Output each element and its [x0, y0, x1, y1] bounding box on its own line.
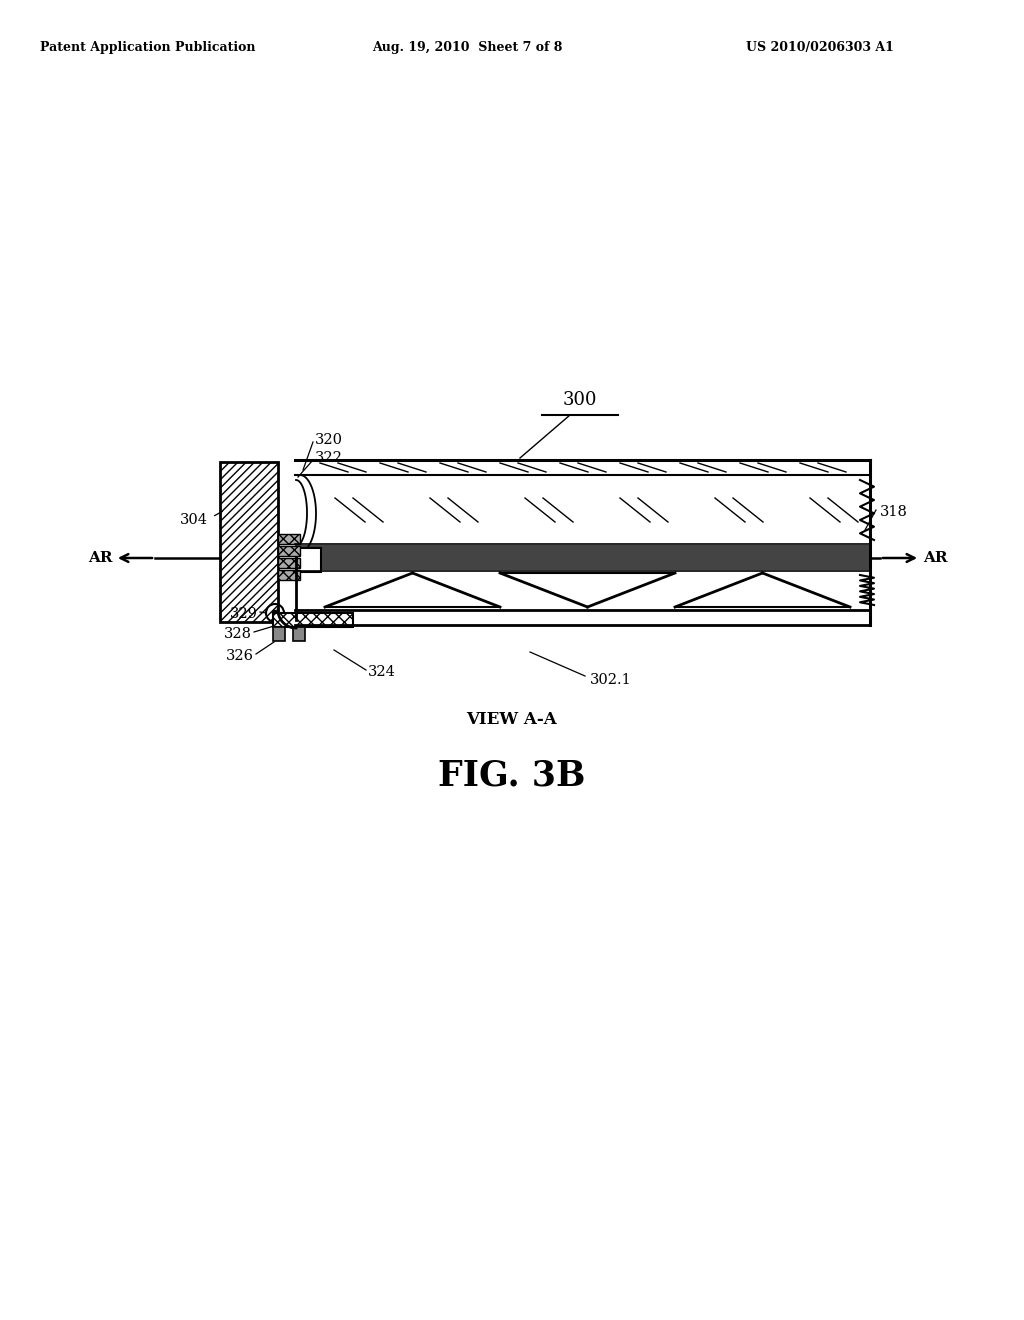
Text: AR: AR: [923, 550, 947, 565]
Text: 322: 322: [315, 451, 343, 465]
Bar: [278, 546, 300, 556]
Text: Aug. 19, 2010  Sheet 7 of 8: Aug. 19, 2010 Sheet 7 of 8: [372, 41, 562, 54]
Bar: [278, 558, 300, 568]
Text: VIEW A-A: VIEW A-A: [467, 711, 557, 729]
Text: US 2010/0206303 A1: US 2010/0206303 A1: [746, 41, 894, 54]
Text: AR: AR: [88, 550, 113, 565]
Bar: [293, 627, 305, 642]
Bar: [273, 612, 353, 627]
Text: 304: 304: [180, 513, 208, 527]
Text: 328: 328: [224, 627, 252, 642]
Text: 300: 300: [563, 391, 597, 409]
Bar: [278, 570, 300, 579]
Text: 302.1: 302.1: [590, 673, 632, 686]
Text: FIG. 3B: FIG. 3B: [438, 758, 586, 792]
Bar: [278, 535, 300, 544]
Text: 326: 326: [226, 649, 254, 663]
Text: 318: 318: [880, 506, 908, 519]
Bar: [220, 462, 278, 622]
Bar: [273, 627, 285, 642]
Circle shape: [272, 610, 278, 615]
Bar: [295, 545, 870, 570]
Text: 320: 320: [315, 433, 343, 447]
Text: 324: 324: [368, 665, 396, 678]
Text: 329: 329: [230, 607, 258, 620]
Bar: [297, 548, 321, 572]
Text: Patent Application Publication: Patent Application Publication: [40, 41, 256, 54]
